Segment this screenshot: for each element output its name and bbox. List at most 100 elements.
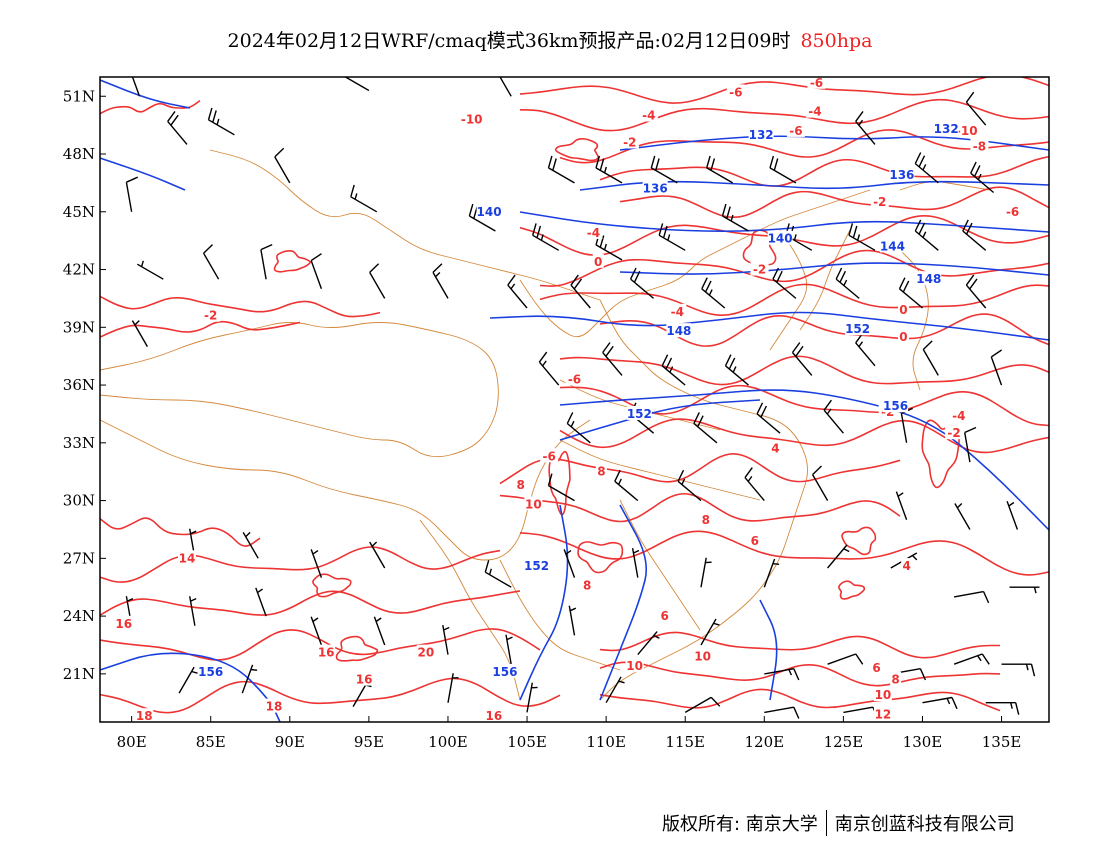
wind-barb [447,673,459,703]
wind-barb [274,147,291,184]
wind-barb [661,354,686,386]
temperature-label: -6 [789,124,802,138]
temperature-label: 8 [597,465,605,479]
contour-label-bg [114,615,133,630]
contour-label-bg [693,648,712,663]
temperature-isoline [841,526,877,556]
temperature-label: 0 [594,255,602,269]
lon-tick-label: 85E [196,733,226,751]
contour-label-bg [767,230,793,245]
height-contours [100,79,1049,722]
temperature-isoline [519,98,1049,132]
wind-barb [631,547,640,578]
wind-barb [507,274,528,309]
wind-barb [764,706,800,719]
lon-tick-label: 115E [665,733,705,751]
contour-label-bg [584,224,603,239]
temperature-label: -2 [204,309,217,323]
temperature-label: 12 [875,707,892,721]
contour-label-bg [873,687,892,702]
lat-tick-label: 39N [63,318,95,336]
lon-tick-label: 95E [354,733,384,751]
wind-barb [526,682,538,713]
temperature-isoline [100,628,541,661]
contour-label-bg [750,261,769,276]
contour-label-bg [873,706,892,721]
lat-tick-label: 51N [63,87,95,105]
lat-tick-label: 48N [63,145,95,163]
wind-barb [700,557,712,588]
wind-barb [310,616,323,646]
temperature-label: -10 [461,112,483,126]
height-isoline [519,211,1049,233]
lat-tick-label: 30N [63,492,95,510]
wind-barb [1009,586,1040,594]
contour-label-bg [484,708,503,722]
wind-barb [499,77,512,97]
wind-barb [207,107,235,136]
temperature-isoline [100,320,301,338]
wind-barb [693,412,718,444]
temperature-isoline [519,77,1049,104]
wind-barb [563,549,576,578]
height-label: 132 [934,122,959,136]
contour-label-bg [845,321,871,336]
contour-label-bg [668,303,687,318]
lat-tick-label: 42N [63,261,95,279]
temperature-label: -10 [956,124,978,138]
wind-barb [373,616,386,646]
height-label: 144 [880,239,905,253]
temperature-isoline [100,99,201,115]
wind-barb [954,502,971,530]
contour-label-bg [805,103,824,118]
wind-barb [791,342,813,376]
temperature-label: 10 [626,659,643,673]
wind-barb [772,267,797,299]
lon-tick-label: 100E [428,733,468,751]
wind-barb [605,676,625,704]
temperature-isoline [619,186,1049,219]
lat-tick-label: 21N [63,665,95,683]
lon-tick-label: 80E [117,733,147,751]
temperature-isoline [559,355,1049,386]
footer-left: 版权所有: 南京大学 [662,814,818,835]
temperature-isoline [599,661,1001,687]
height-label: 136 [889,168,914,182]
contour-label-bg [916,271,942,286]
contour-label-bg [871,660,883,675]
temperature-label: 16 [356,673,373,687]
height-label: 152 [524,559,549,573]
wind-barb [202,244,220,280]
temperature-isoline [742,229,777,267]
wind-barb [914,219,939,251]
temperature-label: 10 [694,650,711,664]
wind-barb [432,263,449,299]
temperature-isoline [599,155,1049,187]
temperature-label: 18 [136,709,153,723]
wind-barb [922,696,958,710]
border-line [519,189,871,338]
wind-barb [566,412,591,444]
border-line [100,322,499,458]
temperature-contours [100,77,1049,714]
temperature-label: -2 [753,263,766,277]
temperature-isoline [548,450,571,516]
contour-label-bg [769,440,781,455]
contour-label-bg [642,180,668,195]
height-label: 156 [883,399,908,413]
contour-label-bg [135,708,154,722]
contour-label-bg [264,698,283,713]
wind-barb [843,706,879,719]
temperature-label: -4 [587,226,600,240]
contour-label-bg [870,194,889,209]
border-line [769,229,808,351]
wind-barb [684,696,721,714]
height-label: 140 [477,205,502,219]
wind-barb [756,402,781,434]
border-line [419,519,521,701]
wind-barb [505,634,513,665]
height-label: 140 [768,232,793,246]
wind-barb [568,605,577,636]
wind-barb [848,223,876,251]
